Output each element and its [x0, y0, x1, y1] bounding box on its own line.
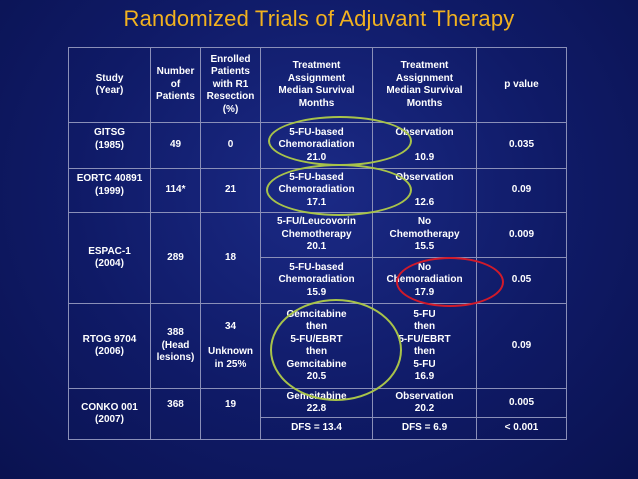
treatment-1-cell: 5-FU-based Chemoradiation 17.1 [260, 168, 373, 213]
pvalue-cell: 0.05 [476, 257, 567, 304]
r1-cell: 34 Unknown in 25% [200, 303, 261, 389]
header-treatment-1: Treatment Assignment Median Survival Mon… [260, 47, 373, 123]
treatment-2-cell: Observation 20.2 [372, 388, 477, 418]
treatment-1-cell: Gemcitabine 22.8 [260, 388, 373, 418]
treatment-2-cell: No Chemotherapy 15.5 [372, 212, 477, 258]
study-cell: ESPAC-1 (2004) [68, 212, 151, 304]
header-treatment-2: Treatment Assignment Median Survival Mon… [372, 47, 477, 123]
study-cell: CONKO 001 (2007) [68, 388, 151, 440]
treatment-2-cell: No Chemoradiation 17.9 [372, 257, 477, 304]
treatment-1-cell: Gemcitabine then 5-FU/EBRT then Gemcitab… [260, 303, 373, 389]
table-row-conko-a: CONKO 001 (2007) 368 19 Gemcitabine 22.8… [68, 388, 567, 440]
pvalue-cell: < 0.001 [476, 417, 567, 440]
treatment-2-label: Observation [395, 127, 454, 138]
header-row: Study (Year) Number of Patients Enrolled… [68, 47, 567, 123]
r1-cell: 18 [200, 212, 261, 304]
treatment-1-cell: DFS = 13.4 [260, 417, 373, 440]
table-row-espac-b: 5-FU-based Chemoradiation 15.9 No Chemor… [69, 257, 567, 304]
table-row-gitsg: GITSG (1985) 49 0 5-FU-based Chemoradiat… [68, 122, 567, 169]
patients-cell: 289 [150, 212, 201, 304]
treatment-1-cell: 5-FU-based Chemoradiation 21.0 [260, 122, 373, 169]
treatment-2-label: Observation [395, 172, 454, 183]
pvalue-cell: 0.09 [476, 168, 567, 213]
header-enrolled: Enrolled Patients with R1 Resection (%) [200, 47, 261, 123]
treatment-2-cell: DFS = 6.9 [372, 417, 477, 440]
pvalue-cell: 0.009 [476, 212, 567, 258]
treatment-2-cell: 5-FU then 5-FU/EBRT then 5-FU 16.9 [372, 303, 477, 389]
patients-cell: 114* [150, 168, 201, 213]
slide-title: Randomized Trials of Adjuvant Therapy [123, 6, 515, 31]
table-row-eortc: EORTC 40891 (1999) 114* 21 5-FU-based Ch… [68, 168, 567, 213]
pvalue-cell: 0.035 [476, 122, 567, 169]
header-study: Study (Year) [68, 47, 151, 123]
patients-cell: 388 (Head lesions) [150, 303, 201, 389]
treatment-1-cell: 5-FU/Leucovorin Chemotherapy 20.1 [260, 212, 373, 258]
study-cell: EORTC 40891 (1999) [68, 168, 151, 213]
r1-cell: 21 [200, 168, 261, 213]
table-row-espac-a: ESPAC-1 (2004) 289 18 5-FU/Leucovorin Ch… [68, 212, 567, 304]
treatment-2-cell: Observation 12.6 [372, 168, 477, 213]
r1-cell: 19 [200, 388, 261, 440]
table-row-conko-b: DFS = 13.4 DFS = 6.9 < 0.001 [69, 417, 567, 440]
treatment-2-cell: Observation 10.9 [372, 122, 477, 169]
pvalue-cell: 0.005 [476, 388, 567, 418]
header-pvalue: p value [476, 47, 567, 123]
patients-cell: 368 [150, 388, 201, 440]
trials-table: Study (Year) Number of Patients Enrolled… [68, 47, 567, 440]
study-cell: GITSG (1985) [68, 122, 151, 169]
study-cell: RTOG 9704 (2006) [68, 303, 151, 389]
r1-cell: 0 [200, 122, 261, 169]
treatment-2-value: 10.9 [414, 151, 435, 163]
pvalue-cell: 0.09 [476, 303, 567, 389]
treatment-1-cell: 5-FU-based Chemoradiation 15.9 [260, 257, 373, 304]
treatment-2-value: 12.6 [414, 196, 435, 208]
patients-cell: 49 [150, 122, 201, 169]
table-row-rtog: RTOG 9704 (2006) 388 (Head lesions) 34 U… [68, 303, 567, 389]
header-patients: Number of Patients [150, 47, 201, 123]
